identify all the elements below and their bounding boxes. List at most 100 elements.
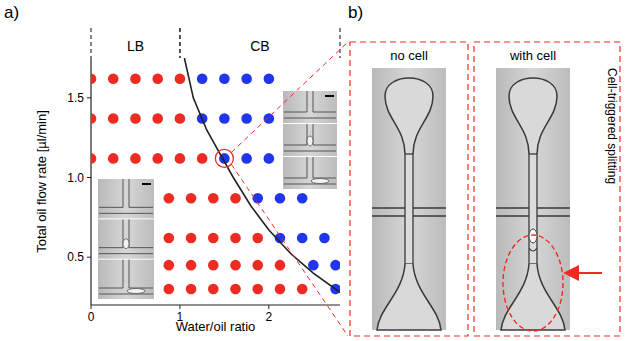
data-point	[108, 73, 119, 84]
data-point	[208, 233, 219, 244]
data-point	[264, 113, 275, 124]
inset-image	[97, 178, 155, 300]
data-point	[175, 153, 186, 164]
y-axis	[90, 58, 91, 305]
region-label: LB	[127, 38, 144, 54]
data-point	[175, 73, 186, 84]
data-point	[297, 193, 308, 204]
data-point	[197, 153, 208, 164]
data-point	[186, 193, 197, 204]
data-point	[252, 233, 263, 244]
data-point	[264, 73, 275, 84]
data-point	[91, 113, 96, 124]
data-point	[252, 260, 263, 271]
data-point	[264, 153, 275, 164]
y-tick-label: 0.5	[67, 250, 84, 264]
data-point	[186, 284, 197, 295]
data-point	[197, 73, 208, 84]
image-frame	[474, 42, 620, 336]
inset-frame	[98, 260, 154, 299]
inset-channel	[284, 157, 336, 184]
data-point	[241, 153, 252, 164]
boundary-curve	[184, 58, 340, 292]
data-point	[186, 233, 197, 244]
figure: a)LBCB0120.51.01.5Water/oil ratioTotal o…	[0, 0, 627, 341]
y-tick-label: 1.5	[67, 91, 84, 105]
inset-image	[282, 90, 338, 190]
inset-channel	[99, 260, 153, 294]
x-axis	[91, 304, 340, 305]
split-interface	[529, 248, 537, 251]
droplet-bottom	[501, 264, 565, 330]
x-tick-label: 2	[266, 310, 273, 324]
data-point	[164, 233, 175, 244]
data-point	[219, 113, 230, 124]
inset-droplet	[311, 179, 329, 184]
scale-bar	[142, 183, 151, 185]
data-point	[275, 193, 286, 204]
micrograph-bg	[496, 68, 570, 330]
inset-frame	[98, 219, 154, 258]
data-point	[186, 260, 197, 271]
y-tick	[87, 177, 91, 178]
data-point	[330, 260, 340, 271]
droplet-bottom	[377, 264, 441, 330]
data-point	[164, 193, 175, 204]
data-point	[230, 193, 241, 204]
data-point	[208, 260, 219, 271]
micrograph	[372, 68, 446, 330]
data-point	[275, 260, 286, 271]
data-point	[175, 113, 186, 124]
data-point	[252, 284, 263, 295]
inset-droplet	[307, 136, 313, 146]
droplet-top	[509, 78, 557, 154]
zoom-line	[231, 42, 348, 152]
data-point	[297, 284, 308, 295]
inset-channel	[99, 179, 153, 213]
data-point	[130, 153, 141, 164]
data-point	[241, 73, 252, 84]
image-frame	[350, 42, 468, 336]
region-boundary	[339, 28, 340, 58]
data-point	[164, 284, 175, 295]
data-point	[241, 113, 252, 124]
panel-label: b)	[348, 3, 363, 22]
cell	[529, 229, 537, 243]
data-point	[108, 113, 119, 124]
region-boundary	[179, 28, 180, 58]
data-point	[91, 73, 96, 84]
x-tick	[268, 305, 269, 309]
channel	[405, 154, 413, 264]
micrograph	[496, 68, 570, 330]
region-label: CB	[250, 38, 269, 54]
inset-droplet	[127, 289, 145, 294]
inset-frame	[283, 157, 337, 189]
zoom-line	[231, 164, 348, 336]
y-tick	[87, 97, 91, 98]
highlight-ellipse	[503, 235, 563, 331]
micrograph-bg	[372, 68, 446, 330]
scale-bar	[325, 95, 334, 97]
data-point	[152, 153, 163, 164]
x-tick-label: 0	[88, 310, 95, 324]
data-point	[230, 260, 241, 271]
side-channel	[496, 208, 570, 216]
data-point	[297, 233, 308, 244]
data-point	[130, 113, 141, 124]
data-point	[319, 233, 330, 244]
data-point	[275, 284, 286, 295]
channel	[529, 154, 537, 264]
side-channel	[372, 208, 446, 216]
x-tick	[179, 305, 180, 309]
data-point	[152, 73, 163, 84]
data-point	[91, 153, 96, 164]
region-boundary	[179, 28, 180, 58]
highlight-circle	[215, 149, 233, 167]
y-tick	[87, 257, 91, 258]
image-title: with cell	[509, 48, 556, 63]
data-point	[130, 73, 141, 84]
data-point	[108, 153, 119, 164]
region-boundary	[90, 28, 91, 58]
inset-channel	[284, 124, 336, 151]
droplet-top	[385, 78, 433, 154]
